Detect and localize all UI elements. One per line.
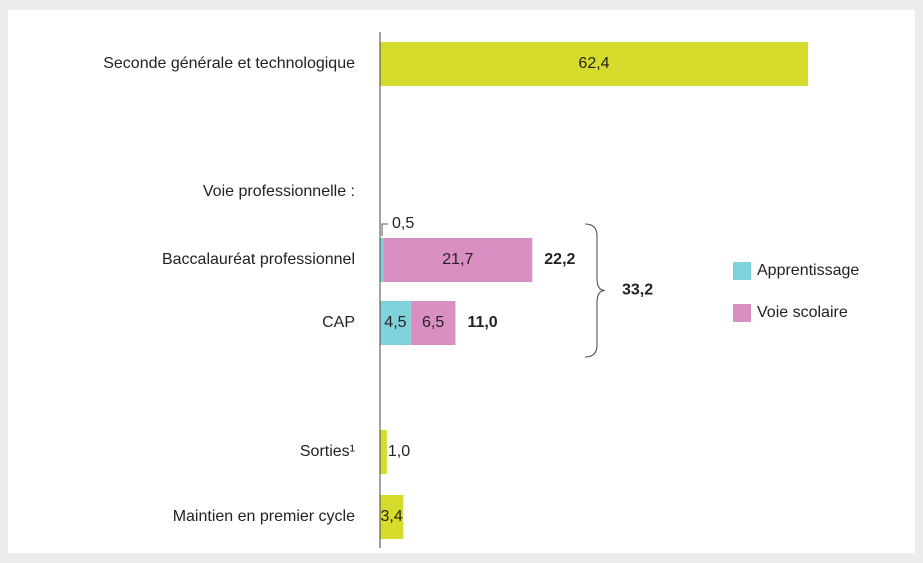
- bar-segment: [380, 238, 384, 282]
- legend-label: Apprentissage: [757, 262, 859, 279]
- legend-swatch: [733, 262, 751, 280]
- value-label: 21,7: [442, 251, 473, 268]
- value-label: 1,0: [388, 443, 410, 460]
- bar-segment: [383, 238, 533, 282]
- value-label: 0,5: [392, 215, 414, 232]
- value-label: 4,5: [384, 314, 406, 331]
- bar-segment: [380, 301, 411, 345]
- bar: [380, 430, 387, 474]
- legend-label: Voie scolaire: [757, 304, 848, 321]
- value-label: 6,5: [422, 314, 444, 331]
- category-label: Maintien en premier cycle: [173, 508, 355, 525]
- bar: [380, 495, 404, 539]
- bar: [380, 42, 808, 86]
- category-label: Sorties¹: [300, 443, 355, 460]
- category-label: Seconde générale et technologique: [103, 55, 355, 72]
- bracket: [584, 223, 606, 358]
- category-label: Voie professionnelle :: [203, 183, 355, 200]
- category-label: Baccalauréat professionnel: [162, 251, 355, 268]
- value-label: 3,4: [381, 508, 403, 525]
- total-label: 11,0: [467, 314, 497, 331]
- legend-swatch: [733, 304, 751, 322]
- bar-segment: [410, 301, 456, 345]
- category-label: CAP: [322, 314, 355, 331]
- group-total-label: 33,2: [622, 282, 653, 299]
- total-label: 22,2: [544, 251, 575, 268]
- value-label: 62,4: [578, 55, 609, 72]
- leader: [381, 223, 388, 236]
